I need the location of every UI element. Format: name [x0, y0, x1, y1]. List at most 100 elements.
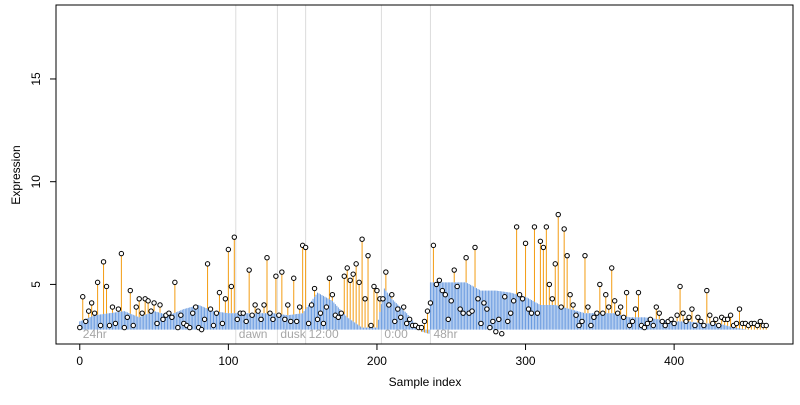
- data-point: [689, 306, 695, 312]
- data-point: [436, 277, 443, 284]
- data-point: [695, 314, 701, 320]
- data-point: [570, 302, 576, 308]
- data-point: [609, 265, 615, 271]
- data-point: [216, 289, 223, 296]
- data-point: [326, 275, 333, 281]
- region-label: dawn: [239, 327, 268, 341]
- data-point: [285, 302, 291, 308]
- data-point: [561, 226, 567, 232]
- data-point: [626, 322, 633, 329]
- data-point: [341, 273, 347, 279]
- data-point: [243, 318, 249, 325]
- data-point: [294, 318, 300, 325]
- x-axis: 0 100 200 300 400: [76, 343, 684, 368]
- data-point: [276, 312, 282, 318]
- data-point: [320, 320, 327, 327]
- data-point: [398, 314, 404, 320]
- x-tick-label: 100: [218, 354, 238, 368]
- data-point: [445, 316, 451, 323]
- data-point: [629, 318, 636, 325]
- data-point: [487, 324, 493, 331]
- data-point: [606, 304, 612, 310]
- data-point: [573, 312, 579, 318]
- data-point: [635, 289, 642, 296]
- data-point: [611, 298, 618, 304]
- data-point: [201, 316, 208, 323]
- data-point: [264, 255, 270, 261]
- point-series: [77, 211, 769, 337]
- data-point: [190, 310, 196, 316]
- data-point: [279, 269, 285, 275]
- data-point: [77, 324, 83, 331]
- data-point: [632, 306, 639, 312]
- region-label: dusk: [280, 327, 306, 341]
- data-point: [469, 308, 475, 314]
- data-point: [118, 250, 125, 257]
- data-point: [707, 312, 713, 318]
- data-point: [713, 316, 719, 323]
- data-point: [94, 279, 101, 286]
- data-point: [389, 291, 395, 298]
- data-point: [406, 316, 413, 323]
- data-point: [151, 300, 157, 306]
- data-point: [311, 285, 318, 292]
- data-point: [516, 291, 523, 298]
- data-point: [270, 316, 276, 323]
- data-point: [347, 277, 353, 284]
- data-point: [475, 296, 481, 302]
- data-point: [418, 324, 425, 331]
- data-point: [234, 316, 240, 323]
- data-point: [255, 308, 261, 314]
- data-point: [133, 304, 139, 310]
- data-point: [157, 302, 163, 308]
- data-point: [736, 306, 743, 312]
- data-point: [710, 320, 716, 327]
- data-point: [507, 310, 514, 316]
- data-point: [478, 320, 484, 327]
- data-point: [314, 316, 321, 323]
- data-point: [513, 224, 520, 230]
- data-point: [154, 320, 160, 327]
- data-point: [288, 318, 294, 325]
- data-point: [754, 322, 761, 329]
- data-point: [222, 296, 229, 302]
- data-point: [395, 306, 401, 312]
- data-point: [424, 308, 431, 314]
- data-point: [282, 316, 288, 323]
- data-point: [329, 291, 336, 298]
- data-point: [558, 304, 564, 310]
- data-point: [430, 242, 437, 249]
- data-point: [80, 294, 86, 300]
- data-point: [528, 310, 535, 316]
- data-point: [481, 300, 487, 306]
- data-point: [344, 265, 350, 271]
- data-point: [510, 298, 517, 304]
- data-point: [454, 283, 460, 290]
- data-point: [647, 316, 654, 323]
- data-point: [677, 283, 683, 290]
- data-point: [724, 316, 731, 323]
- data-point: [698, 318, 704, 325]
- data-point: [100, 259, 107, 265]
- data-point: [662, 322, 668, 329]
- data-point: [350, 271, 356, 277]
- data-point: [552, 261, 558, 267]
- data-point: [757, 318, 764, 325]
- data-point: [490, 318, 496, 325]
- data-point: [371, 283, 377, 290]
- region-label: 0:00: [384, 327, 408, 341]
- data-point: [353, 261, 359, 267]
- data-point: [644, 320, 651, 327]
- data-point: [668, 316, 674, 323]
- data-point: [219, 320, 226, 327]
- y-tick-label: 5: [29, 281, 43, 288]
- data-point: [763, 322, 769, 329]
- data-point: [603, 291, 609, 298]
- data-point: [546, 281, 553, 288]
- data-point: [210, 322, 217, 329]
- data-point: [124, 314, 131, 320]
- data-point: [386, 302, 392, 308]
- data-point: [204, 261, 211, 267]
